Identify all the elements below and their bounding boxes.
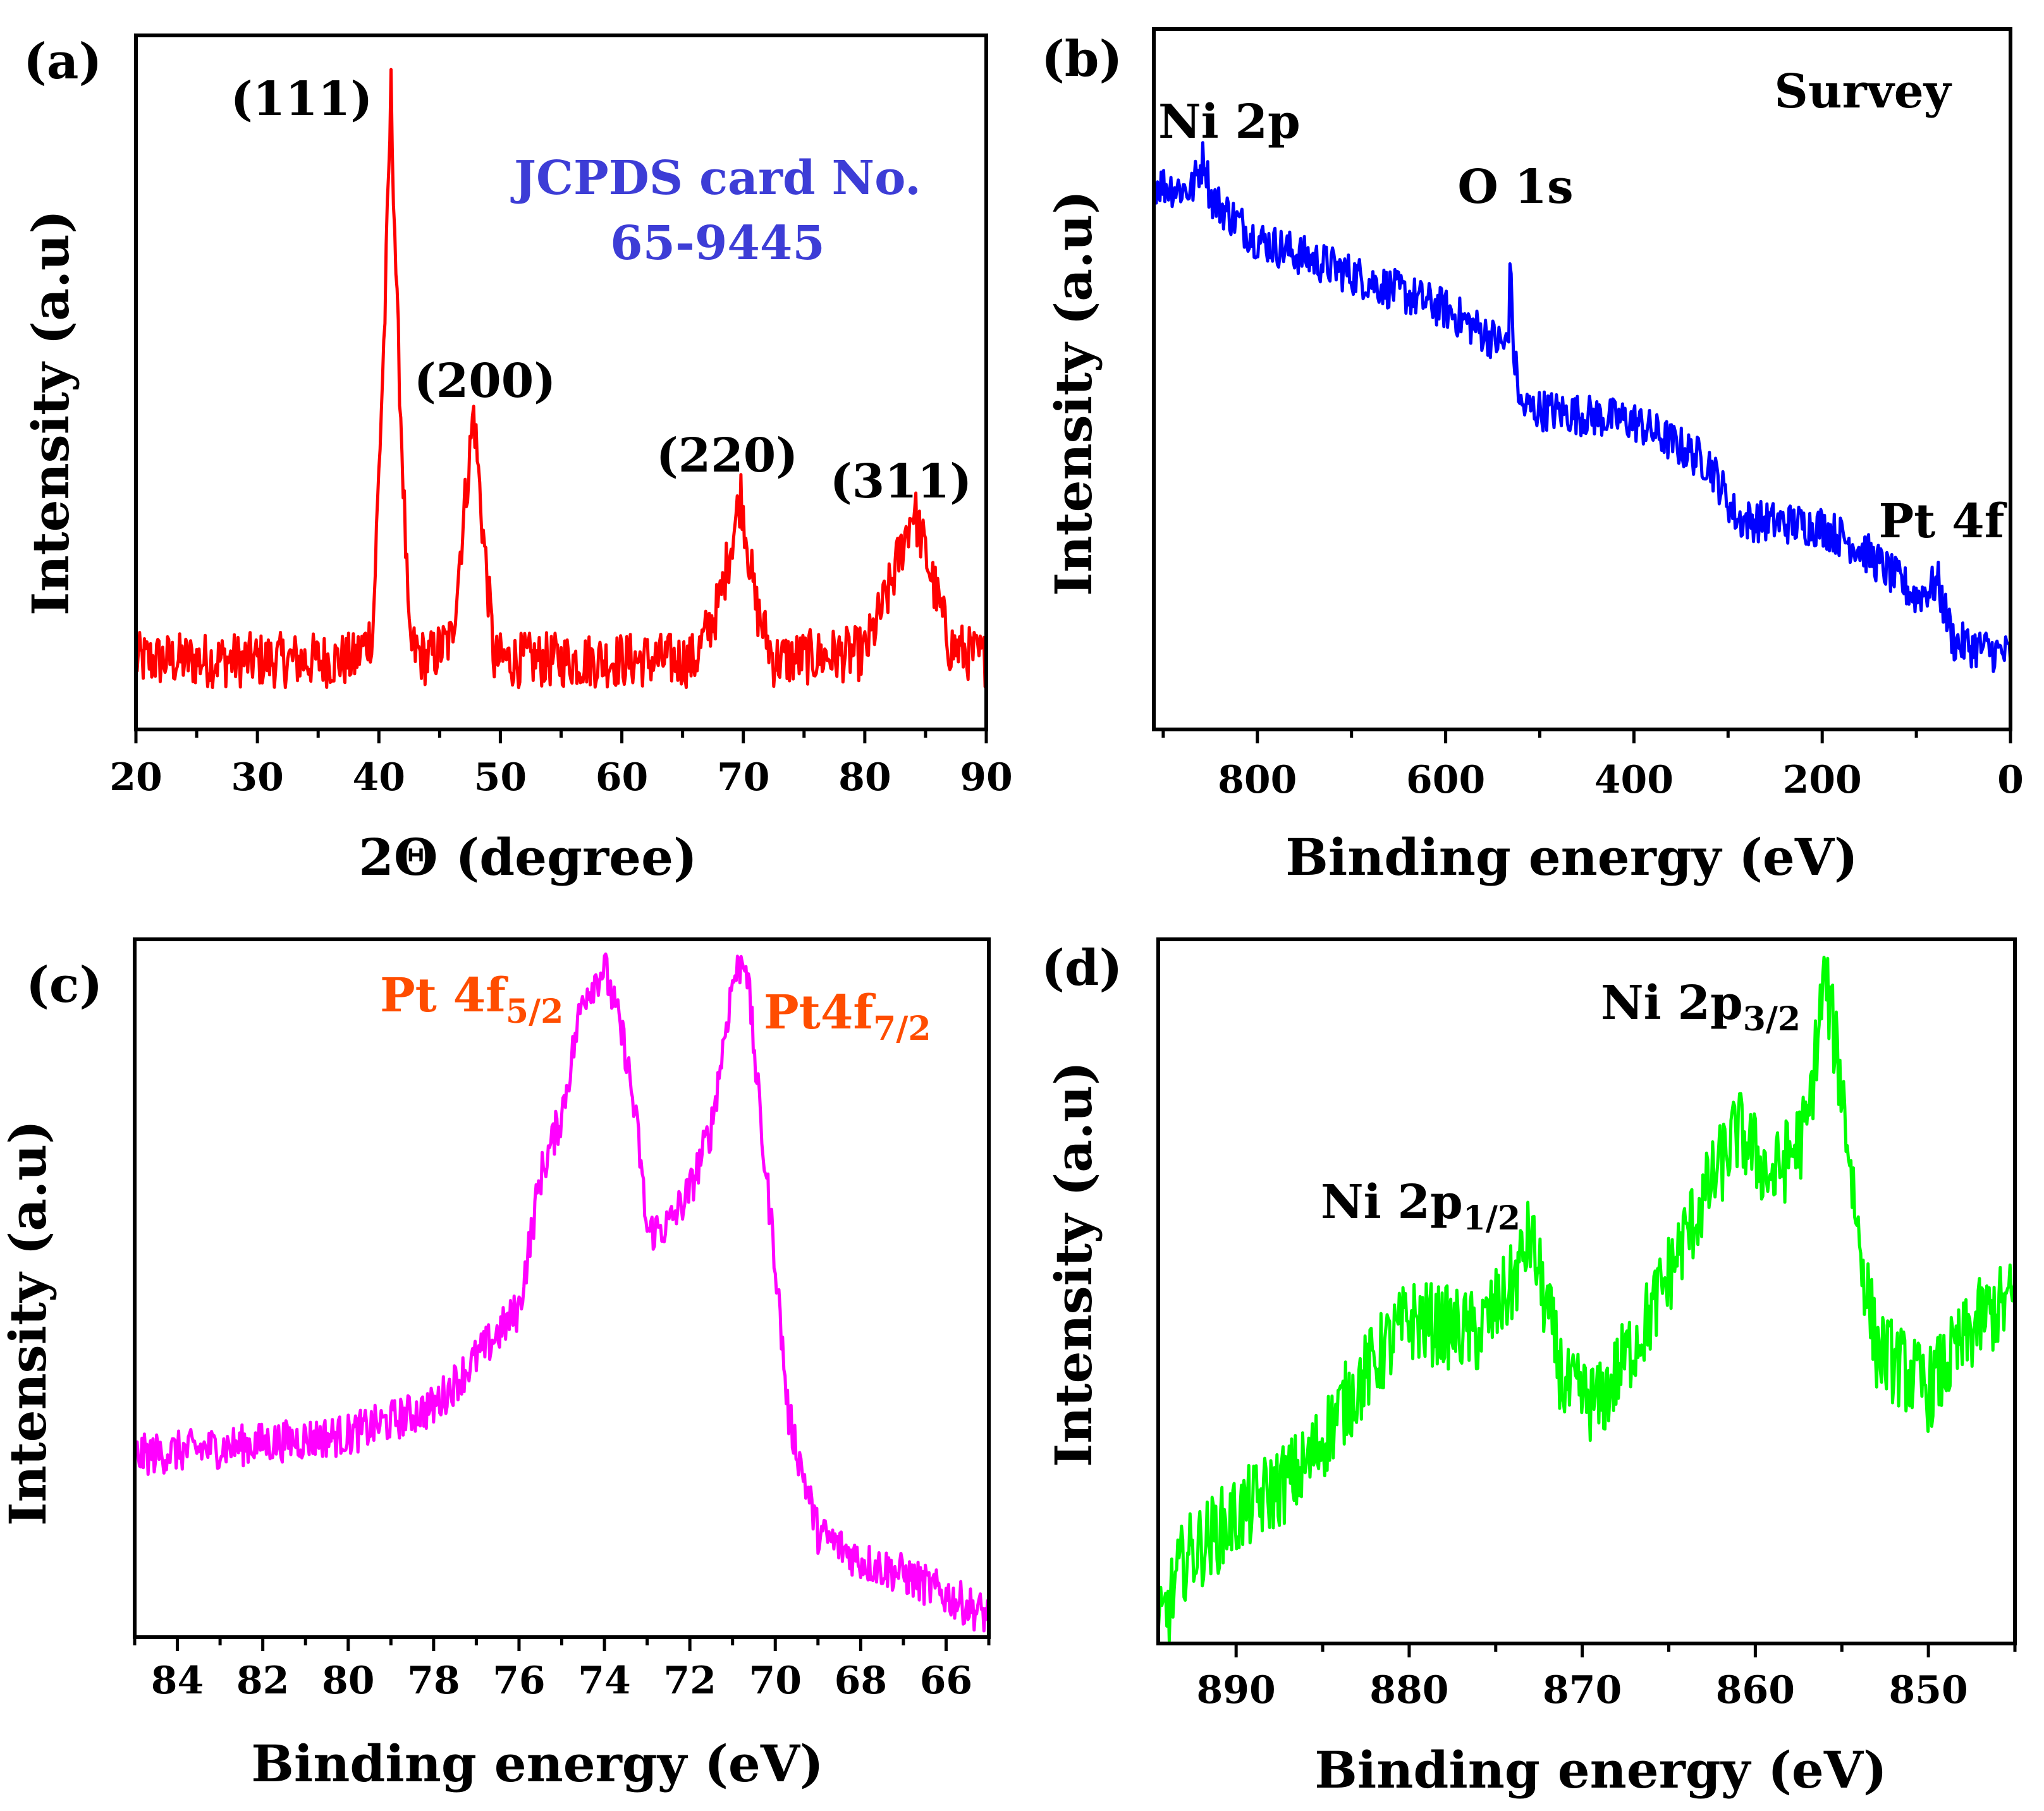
jcpds-card-number: 65-9445 <box>610 216 825 271</box>
x-tick-label: 20 <box>109 755 162 800</box>
x-axis-title: 2Θ (degree) <box>358 827 697 887</box>
panel-title: Survey <box>1774 64 1952 119</box>
x-tick-label: 70 <box>717 755 770 800</box>
x-tick-label: 76 <box>493 1659 546 1703</box>
y-axis-title: Intensity (a.u) <box>1044 1061 1103 1467</box>
peak-annotation: Pt 4f <box>1879 494 2007 549</box>
annotation-text: Ni 2p <box>1321 1175 1463 1229</box>
x-tick-label: 70 <box>749 1659 802 1703</box>
panel-label: (a) <box>23 33 102 90</box>
series-line-0 <box>1156 955 2017 1643</box>
annotation-text: Ni 2p <box>1601 976 1743 1030</box>
x-tick-label: 80 <box>838 755 891 800</box>
peak-annotation: (111) <box>231 72 373 126</box>
x-tick-label: 78 <box>407 1659 460 1703</box>
annotation-text: Ni 2p <box>1158 95 1300 149</box>
annotation-text: (311) <box>830 454 972 509</box>
x-tick-label: 200 <box>1783 758 1862 802</box>
annotation-text: (111) <box>231 72 373 126</box>
plot-frame <box>133 937 991 1639</box>
x-tick-label: 84 <box>151 1659 204 1703</box>
jcpds-note: JCPDS card No. <box>510 151 921 205</box>
annotation-subscript: 3/2 <box>1743 1000 1801 1039</box>
x-axis-title: Binding energy (eV) <box>1285 827 1858 887</box>
annotation-text: O 1s <box>1457 160 1573 214</box>
annotation-text: (200) <box>414 354 556 408</box>
x-tick-label: 80 <box>322 1659 375 1703</box>
y-axis-title: Intensity (a.u) <box>0 1120 58 1526</box>
x-tick-label: 850 <box>1889 1668 1968 1712</box>
peak-annotation: (220) <box>656 429 799 483</box>
peak-annotation: Ni 2p1/2 <box>1321 1175 1521 1238</box>
x-tick-label: 0 <box>1997 758 2024 802</box>
chart-panel-a: 20 30 40 50 60 70 80 90 2Θ (degree) Intensity (a.… <box>21 33 1013 887</box>
series-line-0 <box>133 952 991 1633</box>
chart-panel-b: 800 600 400 200 0 Binding energy (eV) Intensit… <box>1041 27 2024 887</box>
panel-label: (d) <box>1041 939 1122 997</box>
series-line-0 <box>134 68 988 690</box>
x-tick-label: 880 <box>1369 1668 1448 1712</box>
peak-annotation: (311) <box>830 454 972 509</box>
x-tick-label: 870 <box>1543 1668 1622 1712</box>
peak-annotation: (200) <box>414 354 556 408</box>
peak-annotation: Ni 2p <box>1158 95 1300 149</box>
x-tick-label: 72 <box>663 1659 716 1703</box>
panel-label: (c) <box>26 956 102 1014</box>
annotation-subscript: 7/2 <box>873 1009 931 1048</box>
annotation-text: Pt 4f <box>1879 494 2007 549</box>
x-tick-label: 68 <box>835 1659 888 1703</box>
x-tick-label: 890 <box>1197 1668 1276 1712</box>
y-axis-title: Intensity (a.u) <box>21 210 80 616</box>
plot-frame <box>1156 937 2017 1645</box>
x-axis-title: Binding energy (eV) <box>251 1734 824 1793</box>
x-tick-label: 60 <box>596 755 649 800</box>
x-tick-label: 800 <box>1218 758 1297 802</box>
x-tick-label: 30 <box>231 755 284 800</box>
annotation-text: Pt4f <box>764 985 876 1040</box>
peak-annotation: O 1s <box>1457 160 1573 214</box>
x-axis-title: Binding energy (eV) <box>1314 1740 1887 1800</box>
peak-annotation: Pt4f7/2 <box>764 985 931 1048</box>
panel-label: (b) <box>1041 30 1122 88</box>
annotation-subscript: 5/2 <box>506 992 563 1031</box>
y-axis-title: Intensity (a.u) <box>1044 190 1103 596</box>
x-tick-label: 40 <box>353 755 406 800</box>
peak-annotation: Pt 4f5/2 <box>380 968 563 1031</box>
x-tick-label: 82 <box>236 1659 290 1703</box>
x-tick-label: 74 <box>578 1659 631 1703</box>
annotation-text: (220) <box>656 429 799 483</box>
chart-panel-c: 84 82 80 78 76 74 72 70 68 66 Binding energy (eV) I… <box>0 937 991 1793</box>
x-tick-label: 400 <box>1594 758 1674 802</box>
x-tick-label: 66 <box>920 1659 973 1703</box>
annotation-subscript: 1/2 <box>1463 1199 1521 1238</box>
x-tick-label: 90 <box>960 755 1013 800</box>
plot-frame <box>1152 27 2012 731</box>
x-tick-label: 860 <box>1716 1668 1795 1712</box>
x-tick-label: 50 <box>474 755 527 800</box>
annotation-text: Pt 4f <box>380 968 508 1023</box>
peak-annotation: Ni 2p3/2 <box>1601 976 1801 1039</box>
x-tick-label: 600 <box>1406 758 1485 802</box>
plot-frame <box>134 34 988 731</box>
series-line-0 <box>1153 141 2012 673</box>
